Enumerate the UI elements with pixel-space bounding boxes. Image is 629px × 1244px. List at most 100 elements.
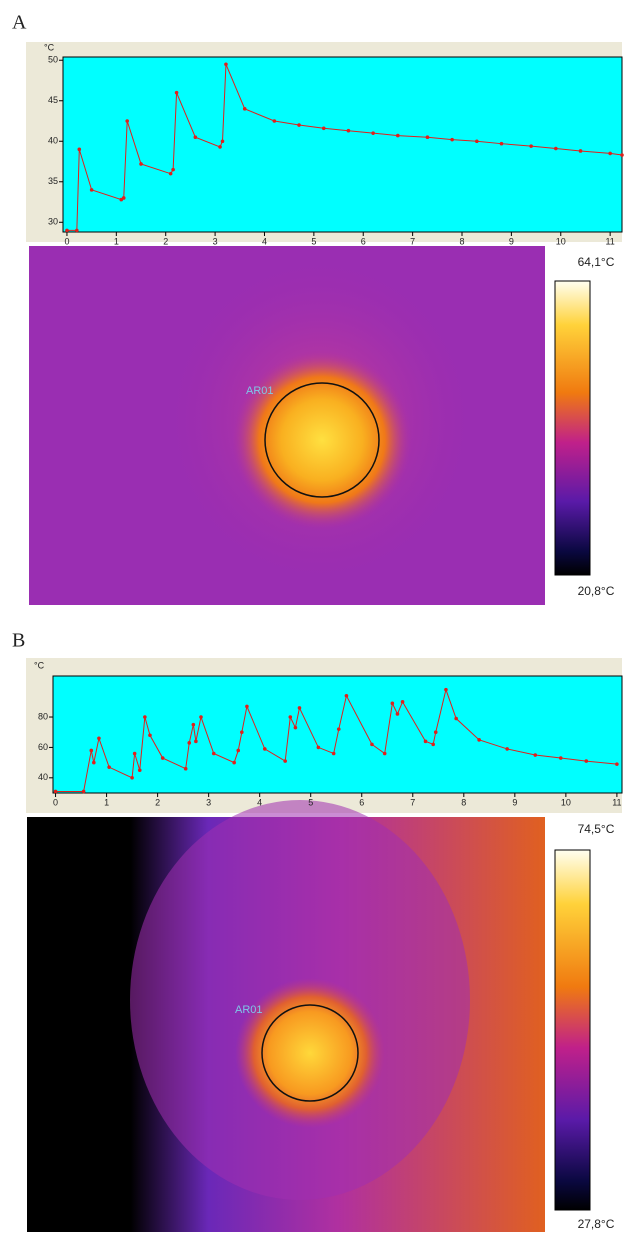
data-point bbox=[578, 149, 583, 153]
x-tick-label: 0 bbox=[64, 236, 69, 246]
panel-b: B °C AR01 74,5°C 27,8°C 40 60 80 0 1 2 3 4 5 6 7 8 9… bbox=[12, 630, 623, 1232]
x-tick-label: 10 bbox=[561, 797, 571, 807]
x-tick-label: 3 bbox=[206, 797, 211, 807]
x-tick-label: 10 bbox=[556, 236, 566, 246]
x-tick-label: 6 bbox=[359, 797, 364, 807]
data-point bbox=[584, 759, 589, 763]
x-tick-label: 5 bbox=[311, 236, 316, 246]
x-tick-label: 5 bbox=[308, 797, 313, 807]
x-tick-label: 11 bbox=[605, 236, 614, 246]
data-point bbox=[89, 188, 94, 192]
data-point bbox=[558, 756, 563, 760]
data-point bbox=[505, 747, 509, 751]
data-point bbox=[75, 228, 79, 233]
data-point bbox=[171, 167, 175, 172]
data-point bbox=[199, 715, 203, 719]
data-point bbox=[499, 141, 504, 146]
data-point bbox=[283, 759, 287, 763]
thermal-spot bbox=[232, 350, 412, 530]
y-tick-label: 30 bbox=[48, 217, 58, 227]
data-point bbox=[454, 716, 458, 721]
data-point bbox=[297, 123, 301, 127]
data-point bbox=[143, 715, 147, 719]
data-point bbox=[433, 730, 438, 735]
data-point bbox=[224, 62, 228, 67]
data-point bbox=[125, 119, 129, 123]
data-point bbox=[444, 687, 448, 692]
data-point bbox=[168, 171, 173, 176]
data-point bbox=[121, 196, 126, 200]
data-point bbox=[529, 144, 533, 148]
data-point bbox=[533, 753, 538, 757]
roi-circle bbox=[264, 382, 380, 498]
data-point bbox=[132, 751, 137, 756]
data-point bbox=[344, 693, 349, 698]
data-point bbox=[346, 128, 351, 133]
data-point bbox=[608, 151, 612, 156]
data-point bbox=[183, 766, 188, 771]
data-point bbox=[431, 742, 435, 747]
data-point bbox=[160, 756, 165, 760]
data-point bbox=[218, 145, 222, 149]
x-tick-label: 4 bbox=[262, 236, 267, 246]
data-point bbox=[191, 722, 196, 727]
y-tick-label: 45 bbox=[48, 95, 58, 105]
data-point bbox=[554, 146, 558, 151]
data-point bbox=[293, 725, 298, 730]
data-point bbox=[450, 137, 454, 142]
data-point bbox=[89, 748, 94, 753]
x-tick-label: 7 bbox=[410, 797, 415, 807]
data-point bbox=[53, 789, 58, 794]
data-point bbox=[395, 712, 400, 716]
roi-circle bbox=[261, 1004, 359, 1102]
data-point bbox=[148, 733, 152, 738]
data-point bbox=[130, 776, 134, 780]
roi-label: AR01 bbox=[246, 385, 274, 397]
data-point bbox=[139, 162, 143, 166]
data-point bbox=[240, 730, 244, 735]
panel-label: B bbox=[12, 630, 25, 652]
x-tick-label: 9 bbox=[512, 797, 517, 807]
data-point bbox=[396, 133, 400, 138]
data-point bbox=[390, 701, 395, 706]
y-tick-label: 35 bbox=[48, 176, 58, 186]
x-tick-label: 9 bbox=[509, 236, 514, 246]
data-point bbox=[211, 751, 216, 756]
y-unit: °C bbox=[44, 42, 55, 52]
plot-area bbox=[62, 56, 623, 233]
x-tick-label: 0 bbox=[53, 797, 58, 807]
x-tick-label: 8 bbox=[461, 797, 466, 807]
data-point bbox=[288, 715, 293, 719]
x-tick-label: 6 bbox=[361, 236, 366, 246]
x-tick-label: 1 bbox=[104, 797, 109, 807]
data-point bbox=[272, 119, 277, 123]
data-point bbox=[620, 153, 624, 157]
data-point bbox=[370, 742, 374, 747]
data-point bbox=[400, 700, 405, 704]
data-point bbox=[92, 760, 96, 765]
x-tick-label: 2 bbox=[163, 236, 168, 246]
data-point bbox=[477, 738, 481, 742]
data-point bbox=[137, 768, 142, 773]
data-point bbox=[193, 135, 198, 140]
data-point bbox=[475, 139, 479, 144]
y-tick-label: 80 bbox=[38, 711, 48, 721]
scale-max: 74,5°C bbox=[578, 822, 615, 836]
data-point bbox=[194, 739, 198, 744]
x-tick-label: 11 bbox=[612, 797, 621, 807]
data-point bbox=[321, 126, 326, 131]
scale-min: 27,8°C bbox=[578, 1217, 615, 1231]
y-tick-label: 40 bbox=[38, 772, 48, 782]
y-tick-label: 60 bbox=[38, 742, 48, 752]
data-point bbox=[187, 741, 192, 745]
data-point bbox=[615, 762, 619, 766]
data-point bbox=[371, 131, 375, 135]
x-tick-label: 4 bbox=[257, 797, 262, 807]
panel-label: A bbox=[12, 12, 27, 34]
color-scale bbox=[554, 849, 591, 1211]
data-point bbox=[220, 139, 225, 144]
x-tick-label: 8 bbox=[459, 236, 464, 246]
color-scale bbox=[554, 280, 591, 576]
data-point bbox=[262, 747, 267, 751]
